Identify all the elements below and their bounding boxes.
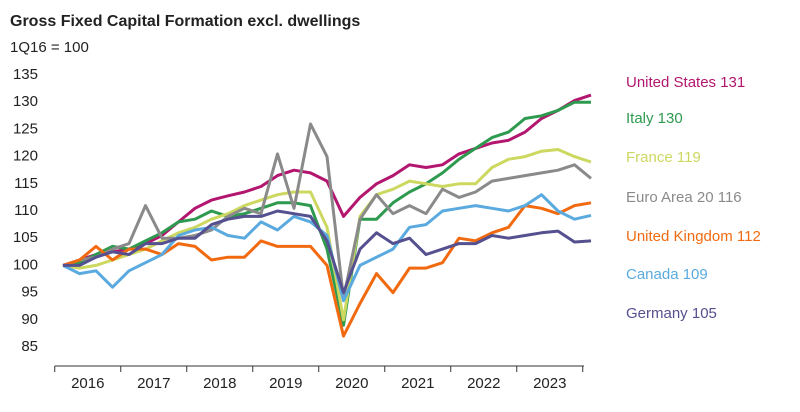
y-tick-label: 90 — [21, 311, 38, 328]
x-tick-label: 2016 — [71, 375, 104, 392]
x-tick-label: 2020 — [335, 375, 368, 392]
series-line — [62, 148, 592, 322]
y-tick-label: 105 — [13, 229, 38, 246]
x-tick-label: 2023 — [533, 375, 566, 392]
chart-title: Gross Fixed Capital Formation excl. dwel… — [10, 13, 360, 30]
y-tick-label: 110 — [14, 202, 38, 219]
y-tick-label: 135 — [13, 66, 38, 83]
series-line — [62, 122, 592, 300]
y-tick-label: 95 — [21, 284, 38, 301]
y-tick-label: 120 — [13, 148, 38, 165]
legend-label: United States 131 — [626, 74, 745, 91]
x-tick-label: 2018 — [203, 375, 236, 392]
x-tick-label: 2017 — [137, 375, 170, 392]
legend-label: Canada 109 — [626, 266, 708, 283]
x-tick-label: 2021 — [401, 375, 434, 392]
series-line — [62, 201, 592, 338]
y-tick-label: 100 — [13, 256, 38, 273]
x-tick-label: 2022 — [467, 375, 500, 392]
legend-label: United Kingdom 112 — [626, 228, 761, 245]
legend-label: Germany 105 — [626, 305, 717, 322]
chart-subtitle: 1Q16 = 100 — [10, 39, 89, 56]
series-line — [62, 193, 592, 303]
series-line — [62, 100, 591, 327]
x-tick-label: 2019 — [269, 375, 302, 392]
series-line — [63, 209, 592, 295]
y-tick-label: 125 — [13, 120, 38, 137]
legend-label: Italy 130 — [626, 110, 683, 127]
legend-label: France 119 — [626, 149, 701, 166]
y-tick-label: 115 — [14, 175, 38, 192]
legend-label: Euro Area 20 116 — [626, 189, 742, 206]
y-tick-label: 85 — [21, 338, 38, 355]
y-tick-label: 130 — [13, 93, 38, 110]
series-line — [62, 93, 592, 267]
